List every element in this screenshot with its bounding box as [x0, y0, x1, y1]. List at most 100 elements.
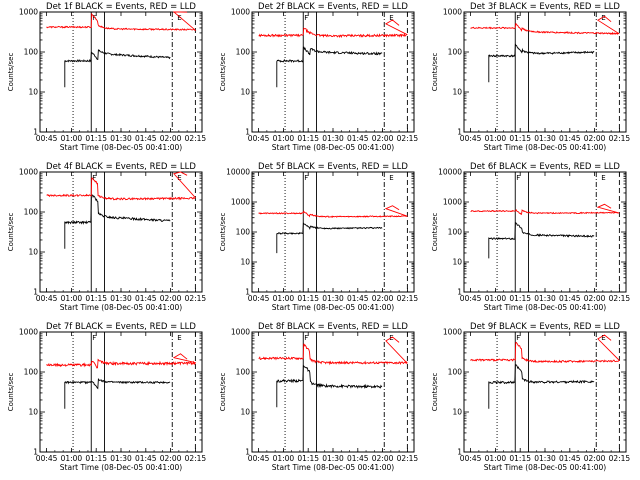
events-series-line	[64, 378, 171, 409]
y-tick-label: 10	[240, 258, 250, 267]
plot-frame	[463, 331, 627, 453]
detector-panel: Det 9f BLACK = Events, RED = LLD 1 10 100 10…	[431, 322, 630, 472]
x-tick-label: 01:30	[110, 294, 132, 303]
panel-title: Det 2f BLACK = Events, RED = LLD	[258, 2, 408, 12]
y-axis-label: Counts/sec	[219, 53, 227, 92]
x-axis-label: Start Time (08-Dec-05 00:41:00)	[484, 143, 606, 152]
lld-series-line	[46, 353, 196, 369]
marker-f: F	[304, 14, 308, 22]
events-series-line	[64, 49, 171, 88]
marker-f: F	[516, 14, 520, 22]
marker-f: F	[516, 174, 520, 182]
y-axis-label: Counts/sec	[219, 213, 227, 252]
detector-panel: Det 4f BLACK = Events, RED = LLD 1 10 100 10…	[7, 162, 206, 312]
marker-e: E	[601, 174, 605, 182]
x-tick-label: 01:15	[85, 294, 107, 303]
marker-e: E	[177, 334, 181, 342]
events-series-line	[488, 42, 595, 83]
panel-title: Det 4f BLACK = Events, RED = LLD	[46, 162, 196, 172]
x-tick-label: 01:30	[534, 454, 556, 463]
x-axis-label: Start Time (08-Dec-05 00:41:00)	[272, 143, 394, 152]
panel-title: Det 1f BLACK = Events, RED = LLD	[46, 2, 196, 12]
y-tick-label: 100	[24, 368, 39, 377]
lld-series-line	[258, 205, 408, 219]
detector-panel: Det 6f BLACK = Events, RED = LLD 1 10 100 10…	[431, 162, 630, 312]
y-tick-label: 100	[24, 208, 39, 217]
y-tick-label: 100	[236, 368, 251, 377]
x-tick-label: 00:45	[248, 134, 270, 143]
x-tick-label: 01:30	[110, 454, 132, 463]
marker-e: E	[177, 14, 181, 22]
y-axis-label: Counts/sec	[7, 213, 15, 252]
y-tick-label: 1	[457, 448, 462, 457]
marker-e: E	[177, 174, 181, 182]
x-tick-label: 00:45	[460, 294, 482, 303]
x-axis-label: Start Time (08-Dec-05 00:41:00)	[484, 463, 606, 472]
x-tick-label: 02:15	[609, 454, 631, 463]
x-tick-label: 01:15	[509, 134, 531, 143]
x-tick-label: 01:45	[135, 134, 157, 143]
marker-e: E	[601, 14, 605, 22]
y-tick-label: 1000	[231, 328, 250, 337]
events-series-line	[276, 46, 383, 88]
x-tick-label: 01:15	[85, 454, 107, 463]
y-tick-label: 1000	[443, 8, 462, 17]
x-axis-label: Start Time (08-Dec-05 00:41:00)	[272, 463, 394, 472]
y-tick-label: 1000	[231, 198, 250, 207]
y-tick-label: 10	[452, 408, 462, 417]
y-tick-label: 100	[24, 48, 39, 57]
x-tick-label: 01:30	[110, 134, 132, 143]
x-tick-label: 02:15	[397, 134, 419, 143]
y-tick-label: 1000	[19, 8, 38, 17]
x-tick-label: 01:15	[85, 134, 107, 143]
x-tick-label: 01:45	[559, 294, 581, 303]
marker-f: F	[92, 174, 96, 182]
panel-title: Det 6f BLACK = Events, RED = LLD	[470, 162, 620, 172]
y-tick-label: 1	[33, 128, 38, 137]
x-tick-label: 01:00	[273, 454, 295, 463]
x-tick-label: 01:45	[559, 454, 581, 463]
y-tick-label: 10	[28, 88, 38, 97]
plot-frame	[39, 171, 203, 293]
y-axis-label: Counts/sec	[7, 373, 15, 412]
y-tick-label: 1000	[443, 198, 462, 207]
marker-f: F	[304, 334, 308, 342]
x-tick-label: 02:15	[185, 134, 207, 143]
x-tick-label: 00:45	[460, 454, 482, 463]
plot-frame	[251, 11, 415, 133]
x-axis-label: Start Time (08-Dec-05 00:41:00)	[60, 463, 182, 472]
x-tick-label: 01:30	[322, 294, 344, 303]
x-tick-label: 01:15	[297, 294, 319, 303]
x-tick-label: 00:45	[36, 134, 58, 143]
panel-title: Det 5f BLACK = Events, RED = LLD	[258, 162, 408, 172]
detector-panel: Det 5f BLACK = Events, RED = LLD 1 10 100 10…	[219, 162, 418, 312]
y-tick-label: 1000	[19, 168, 38, 177]
y-tick-label: 100	[448, 228, 463, 237]
lld-series-line	[258, 336, 408, 366]
x-tick-label: 01:45	[347, 134, 369, 143]
x-tick-label: 02:15	[185, 454, 207, 463]
events-series-line	[64, 194, 171, 249]
marker-f: F	[304, 174, 308, 182]
x-tick-label: 02:00	[584, 454, 606, 463]
y-tick-label: 100	[448, 48, 463, 57]
marker-f: F	[92, 334, 96, 342]
x-tick-label: 00:45	[248, 294, 270, 303]
y-tick-label: 1000	[443, 328, 462, 337]
y-tick-label: 1	[245, 128, 250, 137]
marker-f: F	[516, 334, 520, 342]
x-tick-label: 01:45	[135, 454, 157, 463]
x-tick-label: 02:15	[397, 454, 419, 463]
x-tick-label: 02:00	[584, 134, 606, 143]
y-tick-label: 100	[236, 228, 251, 237]
x-tick-label: 02:00	[584, 294, 606, 303]
x-tick-label: 00:45	[248, 454, 270, 463]
marker-e: E	[389, 174, 393, 182]
x-tick-label: 01:00	[61, 454, 83, 463]
plot-frame	[463, 11, 627, 133]
x-tick-label: 02:00	[160, 134, 182, 143]
marker-e: E	[601, 334, 605, 342]
x-tick-label: 01:00	[273, 294, 295, 303]
events-series-line	[488, 221, 595, 259]
